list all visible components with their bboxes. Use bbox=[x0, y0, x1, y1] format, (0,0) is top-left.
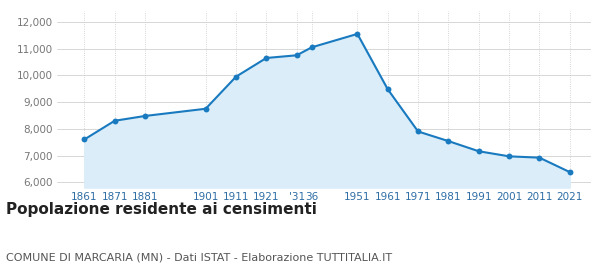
Point bbox=[292, 53, 301, 57]
Point bbox=[353, 32, 362, 36]
Text: COMUNE DI MARCARIA (MN) - Dati ISTAT - Elaborazione TUTTITALIA.IT: COMUNE DI MARCARIA (MN) - Dati ISTAT - E… bbox=[6, 252, 392, 262]
Point bbox=[140, 114, 150, 118]
Point bbox=[307, 45, 317, 50]
Point bbox=[262, 56, 271, 60]
Point bbox=[110, 118, 119, 123]
Point bbox=[413, 129, 423, 134]
Point bbox=[565, 170, 575, 174]
Point bbox=[504, 154, 514, 158]
Point bbox=[383, 87, 392, 92]
Point bbox=[535, 155, 544, 160]
Text: Popolazione residente ai censimenti: Popolazione residente ai censimenti bbox=[6, 202, 317, 217]
Point bbox=[443, 139, 453, 143]
Point bbox=[474, 149, 484, 153]
Point bbox=[201, 106, 211, 111]
Point bbox=[80, 137, 89, 142]
Point bbox=[231, 74, 241, 79]
